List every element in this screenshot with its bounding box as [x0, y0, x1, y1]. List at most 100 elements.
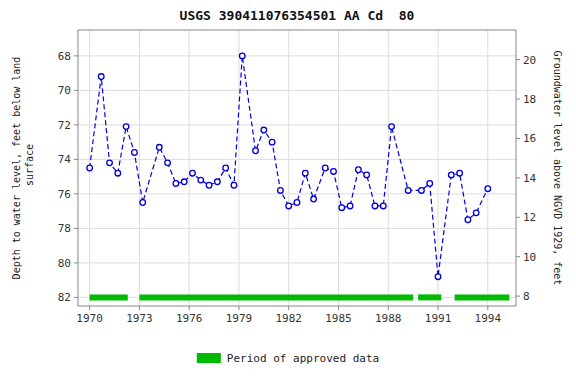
- data-point: [473, 210, 479, 216]
- y2-tick: [516, 138, 520, 139]
- y-grid-line: [78, 90, 516, 91]
- data-point: [181, 179, 187, 185]
- y-grid-line: [78, 159, 516, 160]
- approved-period-bar: [455, 294, 510, 300]
- data-point: [347, 203, 353, 209]
- y-tick: [74, 159, 78, 160]
- x-tick: [487, 306, 488, 310]
- y-axis-label-line: Depth to water level, feet below land: [11, 57, 22, 280]
- data-point: [405, 188, 411, 194]
- data-point: [198, 177, 204, 183]
- approved-period-bar: [418, 294, 441, 300]
- y2-tick-label: 10: [523, 251, 536, 264]
- x-tick-label: 1982: [275, 312, 302, 325]
- x-tick-label: 1988: [375, 312, 402, 325]
- x-tick-label: 1991: [425, 312, 452, 325]
- x-tick: [238, 306, 239, 310]
- legend: Period of approved data: [197, 352, 379, 365]
- x-grid-line: [238, 30, 239, 306]
- x-tick-label: 1979: [226, 312, 253, 325]
- data-point: [419, 188, 425, 194]
- chart: 1970 1973 1976 1979 1982 1985 1988 1991 1994 68 70…: [0, 0, 576, 384]
- data-point: [380, 203, 386, 209]
- x-grid-line: [438, 30, 439, 306]
- data-point: [140, 200, 146, 206]
- y2-tick: [516, 59, 520, 60]
- data-point: [322, 165, 328, 171]
- data-point: [123, 124, 129, 130]
- x-tick-label: 1973: [126, 312, 153, 325]
- x-tick: [288, 306, 289, 310]
- y-tick: [74, 297, 78, 298]
- y-axis-label-line: surface: [24, 144, 35, 192]
- y2-tick: [516, 256, 520, 257]
- data-point: [206, 182, 212, 188]
- x-tick-label: 1994: [475, 312, 502, 325]
- x-grid-line: [288, 30, 289, 306]
- y-tick-label: 82: [58, 291, 71, 304]
- x-grid-line: [487, 30, 488, 306]
- data-point: [286, 203, 292, 209]
- x-tick-label: 1976: [176, 312, 203, 325]
- data-point: [302, 170, 308, 176]
- data-point: [239, 53, 245, 59]
- data-point: [132, 150, 138, 156]
- data-point: [364, 172, 370, 178]
- y-grid-line: [78, 297, 516, 298]
- data-point: [435, 274, 441, 280]
- y2-tick-label: 18: [523, 93, 536, 106]
- x-tick: [338, 306, 339, 310]
- data-point: [87, 165, 93, 171]
- data-point: [339, 205, 345, 211]
- data-point: [457, 170, 463, 176]
- y-tick-label: 68: [58, 50, 71, 63]
- y2-tick-label: 16: [523, 132, 536, 145]
- y-tick: [74, 55, 78, 56]
- x-tick-label: 1970: [76, 312, 103, 325]
- data-point: [231, 182, 237, 188]
- data-point: [223, 165, 229, 171]
- y-tick-label: 78: [58, 222, 71, 235]
- y-grid-line: [78, 124, 516, 125]
- y2-tick-label: 12: [523, 211, 536, 224]
- y2-axis-label: Groundwater level above NGVD 1929, feet: [552, 51, 563, 286]
- x-tick: [388, 306, 389, 310]
- y2-tick-label: 8: [523, 290, 530, 303]
- y-axis-label: Depth to water level, feet below land su…: [11, 57, 35, 280]
- data-point: [261, 127, 267, 133]
- data-point: [448, 172, 454, 178]
- y2-tick: [516, 177, 520, 178]
- data-point: [294, 200, 300, 206]
- x-grid-line: [189, 30, 190, 306]
- x-tick-label: 1985: [325, 312, 352, 325]
- data-point: [269, 139, 275, 145]
- y-grid-line: [78, 193, 516, 194]
- y-tick-label: 70: [58, 84, 71, 97]
- x-tick: [139, 306, 140, 310]
- y-tick: [74, 193, 78, 194]
- x-tick: [438, 306, 439, 310]
- legend-label: Period of approved data: [227, 352, 379, 365]
- data-point: [427, 181, 433, 187]
- data-point: [331, 169, 337, 175]
- y2-tick: [516, 217, 520, 218]
- y-tick-label: 80: [58, 257, 71, 270]
- data-point: [389, 124, 395, 130]
- x-grid-line: [139, 30, 140, 306]
- data-point: [311, 196, 317, 202]
- data-point: [356, 167, 362, 173]
- data: [87, 53, 510, 297]
- data-point: [115, 170, 121, 176]
- plot-frame: [78, 30, 516, 306]
- y-tick: [74, 124, 78, 125]
- data-point: [485, 186, 491, 192]
- data-point: [190, 170, 196, 176]
- data-point: [465, 217, 471, 223]
- y-grid-line: [78, 55, 516, 56]
- y2-tick: [516, 99, 520, 100]
- x-tick: [89, 306, 90, 310]
- x-grid-line: [338, 30, 339, 306]
- axes: 1970 1973 1976 1979 1982 1985 1988 1991 1994 68 70…: [58, 50, 537, 325]
- y2-tick: [516, 296, 520, 297]
- series-line: [90, 56, 488, 277]
